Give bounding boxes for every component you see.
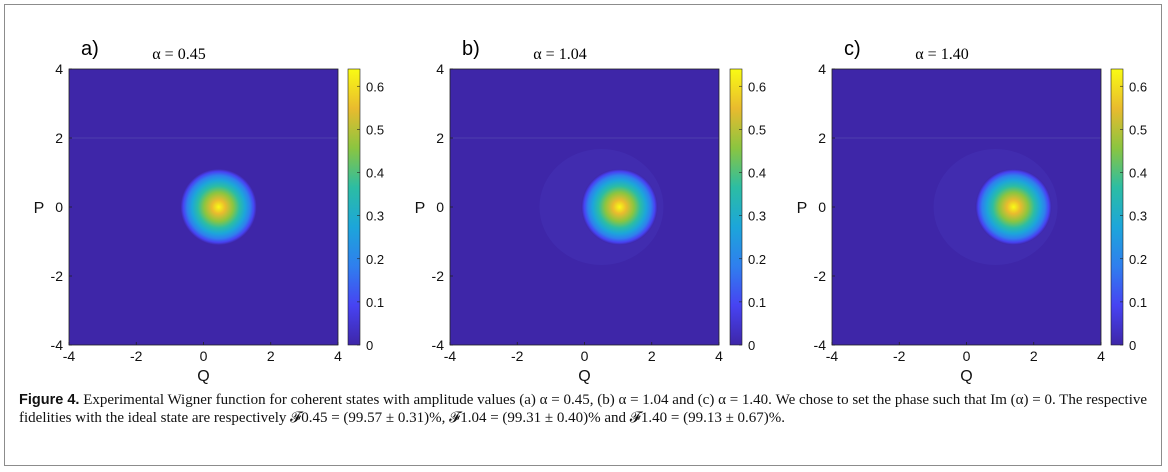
y-axis-label: P <box>34 200 45 217</box>
x-tick-label: 4 <box>715 348 723 364</box>
colorbar-tick-label: 0 <box>748 338 755 353</box>
x-axis-label: Q <box>197 368 209 385</box>
colorbar-tick-label: 0.4 <box>748 166 766 181</box>
x-tick-label: 0 <box>581 348 589 364</box>
x-tick-label: 2 <box>648 348 656 364</box>
colorbar-tick-label: 0.3 <box>748 209 766 224</box>
x-axis-label: Q <box>960 368 972 385</box>
caption-text: Experimental Wigner function for coheren… <box>19 392 1148 426</box>
panel-title: α = 0.45 <box>152 46 205 63</box>
panel-tag: b) <box>462 38 480 60</box>
x-tick-label: 0 <box>200 348 208 364</box>
y-tick-label: 4 <box>436 61 444 77</box>
wigner-panel-2: -4 -2 0 2 4 4 2 0 -2 -4 Q Pα = 1.04 b) 0.6 0.5 0.4 0.3 0.… <box>415 38 766 385</box>
x-tick-label: -2 <box>511 348 524 364</box>
y-tick-label: 2 <box>436 130 444 146</box>
colorbar-tick-label: 0.6 <box>366 79 384 94</box>
y-tick-label: -2 <box>814 268 827 284</box>
y-tick-label: -2 <box>432 268 445 284</box>
colorbar-tick-label: 0.5 <box>1129 122 1147 137</box>
figure-caption: Figure 4. Experimental Wigner function f… <box>19 391 1159 427</box>
x-tick-label: 0 <box>963 348 971 364</box>
heatmap-peak <box>180 169 257 245</box>
panel-title: α = 1.04 <box>533 46 586 63</box>
colorbar-tick-label: 0 <box>366 338 373 353</box>
x-tick-label: 4 <box>334 348 342 364</box>
colorbar <box>729 68 743 346</box>
x-tick-label: 2 <box>267 348 275 364</box>
panel-title: α = 1.40 <box>915 46 968 63</box>
colorbar-tick-label: 0.1 <box>366 295 384 310</box>
y-tick-label: 0 <box>818 199 826 215</box>
y-tick-label: -4 <box>432 337 445 353</box>
y-tick-label: 0 <box>55 199 63 215</box>
y-tick-label: -2 <box>51 268 64 284</box>
colorbar-tick-label: 0.6 <box>1129 79 1147 94</box>
y-tick-label: -4 <box>814 337 827 353</box>
y-tick-label: 4 <box>55 61 63 77</box>
colorbar-tick-label: 0.4 <box>1129 166 1147 181</box>
colorbar-tick-label: 0.5 <box>366 122 384 137</box>
colorbar-tick-label: 0.5 <box>748 122 766 137</box>
y-axis-label: P <box>797 200 808 217</box>
colorbar-tick-label: 0.2 <box>366 252 384 267</box>
y-tick-label: 0 <box>436 199 444 215</box>
x-tick-label: -2 <box>893 348 906 364</box>
colorbar-tick-label: 0.1 <box>748 295 766 310</box>
x-tick-label: -4 <box>63 348 76 364</box>
panel-tag: c) <box>844 38 861 60</box>
colorbar <box>1110 68 1124 346</box>
x-tick-label: 2 <box>1030 348 1038 364</box>
colorbar-tick-label: 0 <box>1129 338 1136 353</box>
heatmap-background <box>832 69 1101 345</box>
colorbar-tick-label: 0.2 <box>748 252 766 267</box>
x-tick-label: 4 <box>1097 348 1105 364</box>
y-tick-label: 4 <box>818 61 826 77</box>
colorbar-tick-label: 0.4 <box>366 166 384 181</box>
colorbar <box>347 68 361 346</box>
figure-svg: -4 -2 0 2 4 4 2 0 -2 -4 Q Pα = 0.45 a) 0.6 0.5 0.4 0.3 0.… <box>34 38 1147 385</box>
colorbar-tick-label: 0.2 <box>1129 252 1147 267</box>
x-tick-label: -4 <box>826 348 839 364</box>
x-axis-label: Q <box>578 368 590 385</box>
colorbar-tick-label: 0.6 <box>748 79 766 94</box>
y-tick-label: 2 <box>818 130 826 146</box>
colorbar-tick-label: 0.3 <box>366 209 384 224</box>
y-axis-label: P <box>415 200 426 217</box>
colorbar-tick-label: 0.3 <box>1129 209 1147 224</box>
x-tick-label: -4 <box>444 348 457 364</box>
y-tick-label: 2 <box>55 130 63 146</box>
caption-label: Figure 4. <box>19 392 80 408</box>
x-tick-label: -2 <box>130 348 143 364</box>
y-tick-label: -4 <box>51 337 64 353</box>
heatmap-peak <box>975 169 1052 245</box>
heatmap-peak <box>581 169 658 245</box>
wigner-panel-1: -4 -2 0 2 4 4 2 0 -2 -4 Q Pα = 0.45 a) 0.6 0.5 0.4 0.3 0.… <box>34 38 384 385</box>
wigner-panel-3: -4 -2 0 2 4 4 2 0 -2 -4 Q Pα = 1.40 c) 0.6 0.5 0.4 0.3 0.… <box>797 38 1147 385</box>
colorbar-tick-label: 0.1 <box>1129 295 1147 310</box>
panel-tag: a) <box>81 38 99 60</box>
